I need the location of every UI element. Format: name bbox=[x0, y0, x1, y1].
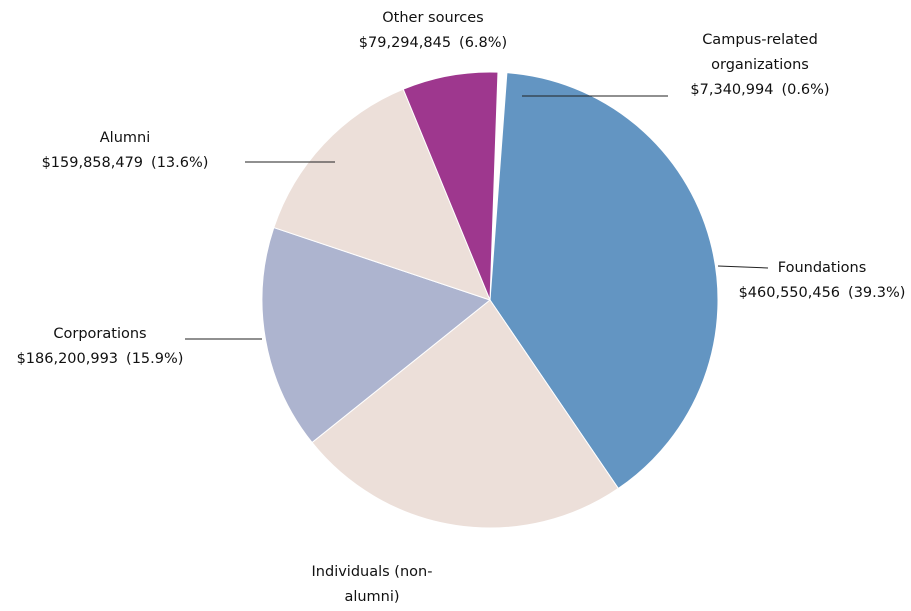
pie-slice bbox=[489, 72, 719, 490]
category-label: Other sources bbox=[382, 10, 484, 26]
leader-line bbox=[717, 265, 769, 269]
percent-label: (13.6%) bbox=[151, 155, 209, 171]
percent-label: (39.3%) bbox=[848, 285, 906, 301]
slice-label: Corporations $186,200,993 (15.9%) bbox=[0, 322, 220, 372]
slice-label: Individuals (non-alumni)$278,515,910(23.… bbox=[252, 560, 492, 611]
percent-label: (0.6%) bbox=[781, 82, 830, 98]
pie-slice bbox=[311, 299, 620, 529]
pie-slice bbox=[402, 71, 499, 301]
category-label: Campus-related organizations bbox=[702, 32, 818, 73]
value-label: $460,550,456 bbox=[738, 285, 841, 301]
value-label: $159,858,479 bbox=[41, 155, 144, 171]
slice-label: Other sources $79,294,845 (6.8%) bbox=[313, 6, 553, 56]
value-label: $79,294,845 bbox=[358, 35, 452, 51]
value-label: $186,200,993 bbox=[16, 351, 119, 367]
percent-label: (6.8%) bbox=[459, 35, 508, 51]
slice-label: Campus-related organizations $7,340,994 (0… bbox=[640, 28, 880, 103]
category-label: Individuals (non-alumni) bbox=[311, 564, 433, 605]
percent-label: (15.9%) bbox=[126, 351, 184, 367]
value-label: $7,340,994 bbox=[690, 82, 774, 98]
category-label: Alumni bbox=[99, 130, 151, 146]
pie-slice bbox=[273, 88, 491, 301]
category-label: Foundations bbox=[777, 260, 867, 276]
category-label: Corporations bbox=[53, 326, 147, 342]
slice-label: Foundations $460,550,456 (39.3%) bbox=[702, 256, 911, 306]
slice-label: Alumni $159,858,479 (13.6%) bbox=[5, 126, 245, 176]
